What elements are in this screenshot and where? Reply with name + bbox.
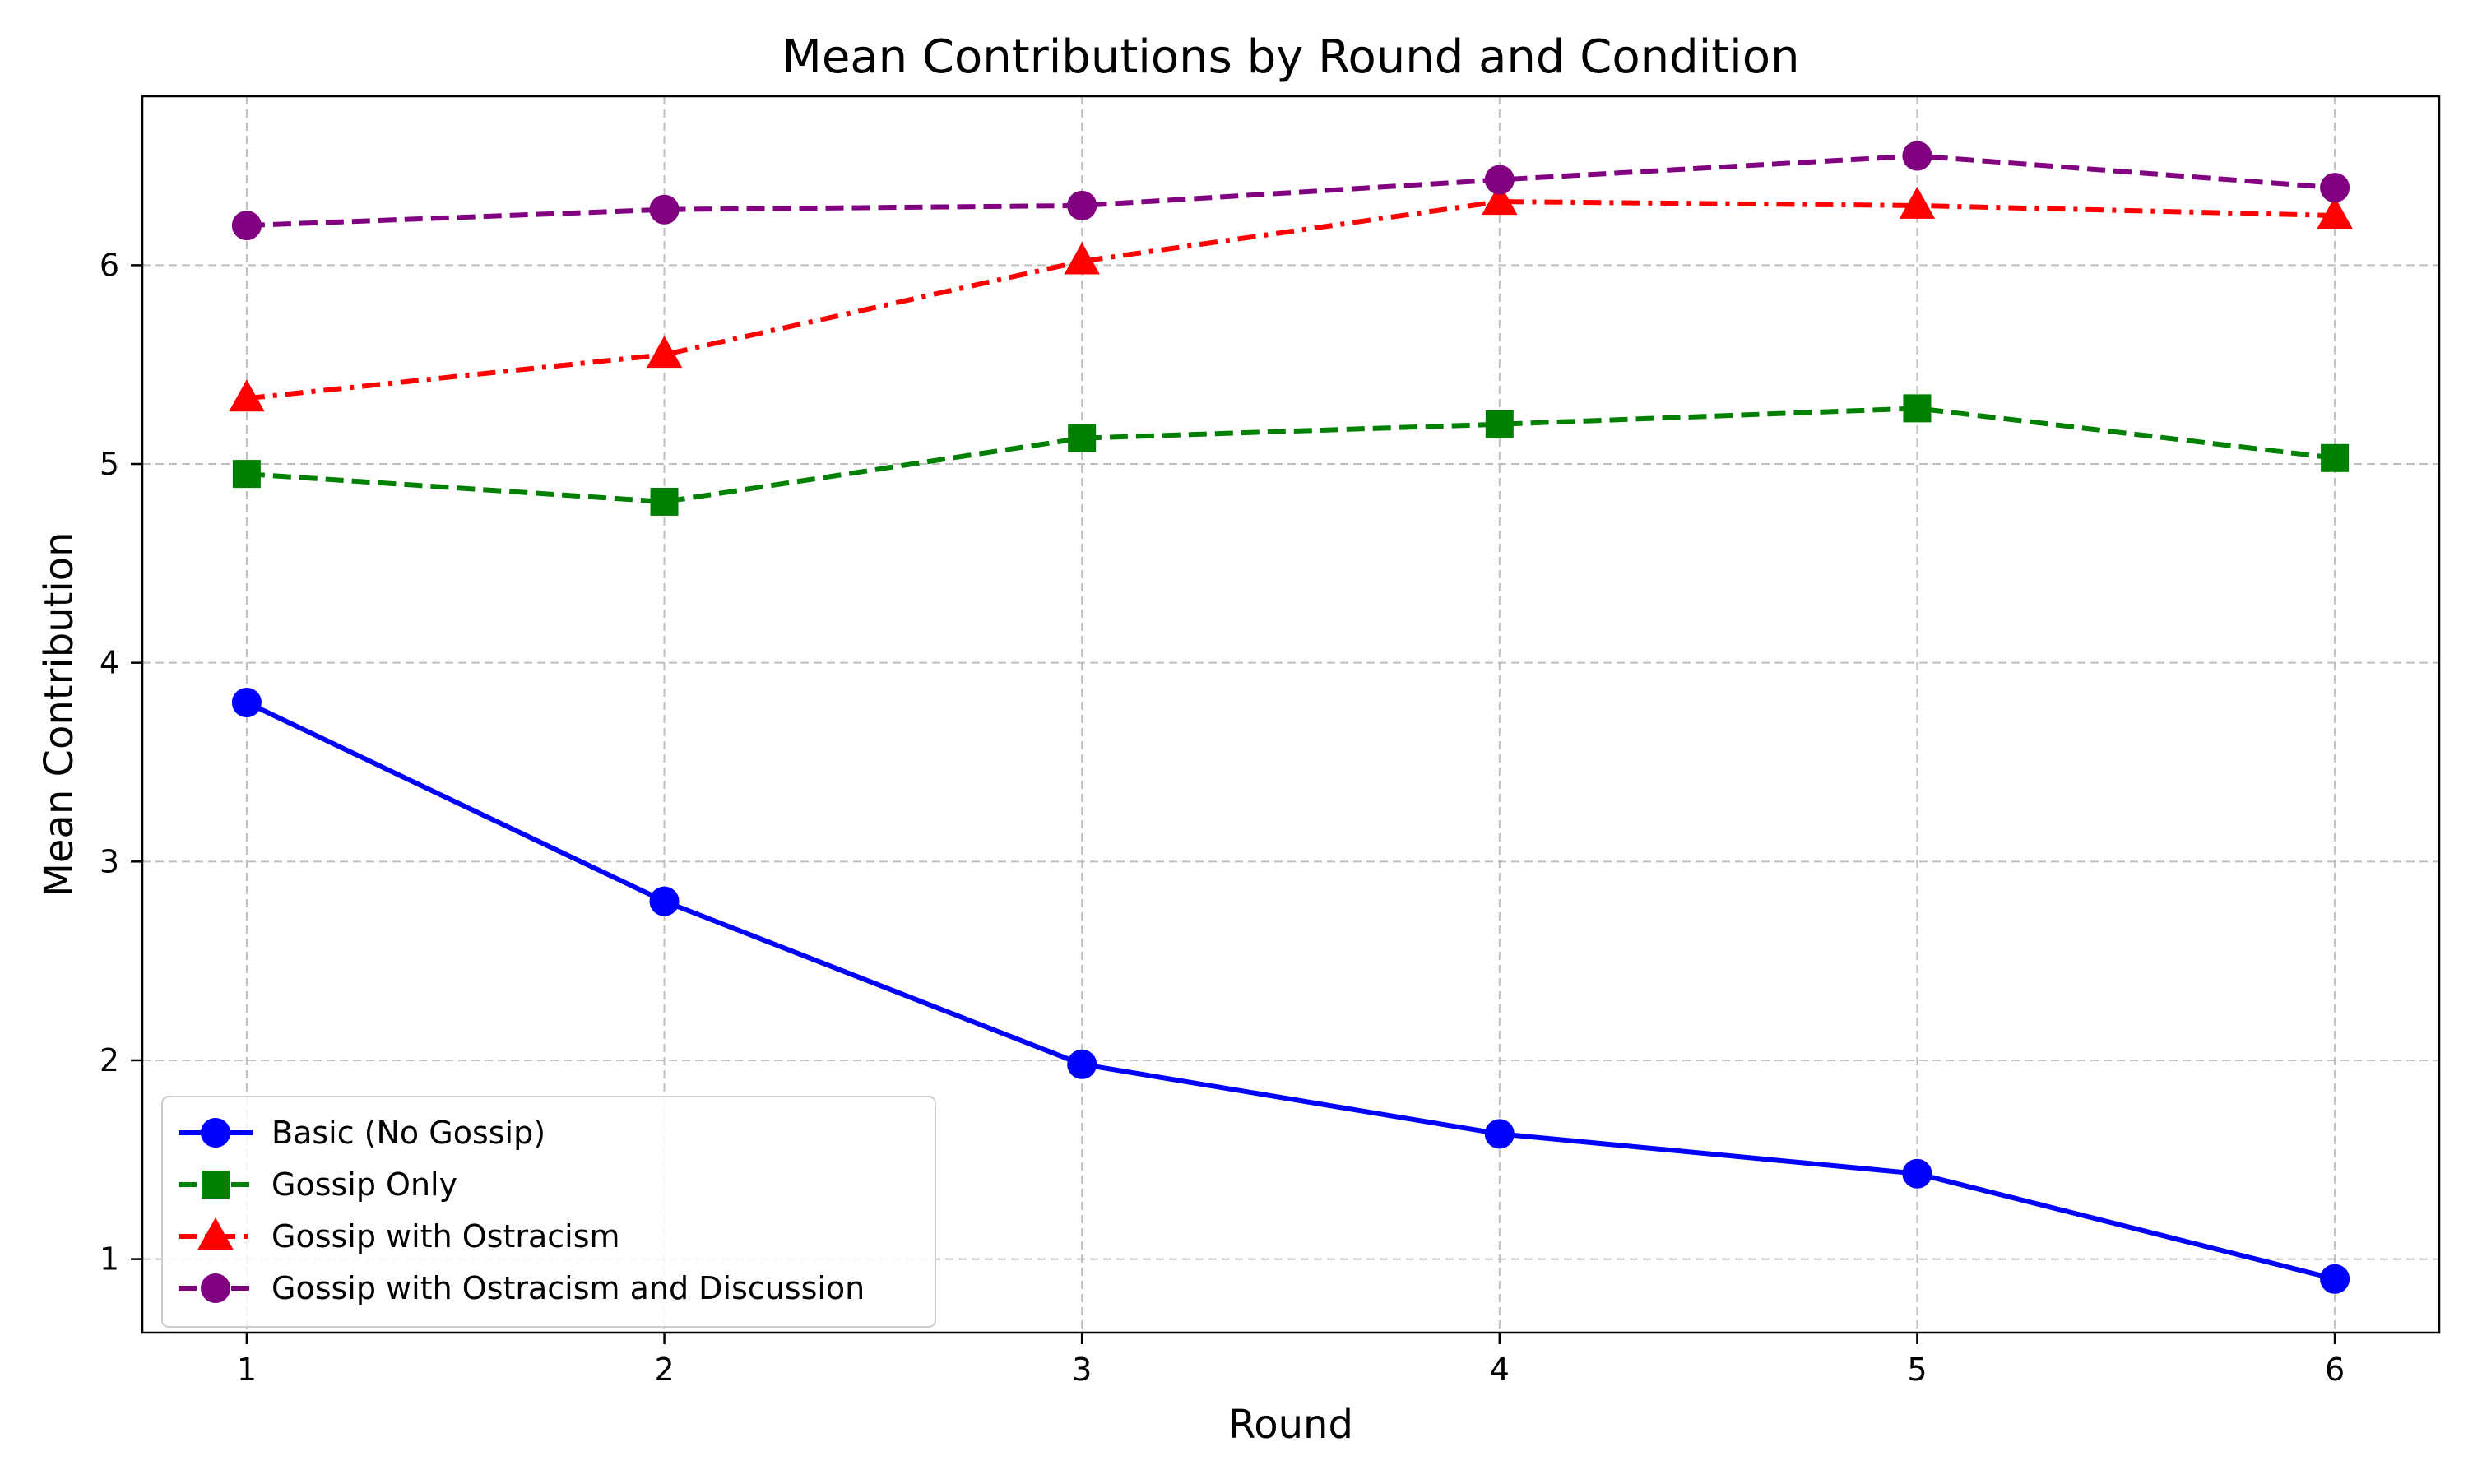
data-point [231,211,262,241]
plot-frame [141,95,2441,1334]
legend-item: Gossip with Ostracism [179,1217,620,1254]
legend-label: Basic (No Gossip) [271,1115,545,1151]
data-point [649,194,680,225]
series-line [246,199,2336,401]
legend-marker [197,1217,234,1250]
data-point [1485,410,1514,438]
legend-item: Basic (No Gossip) [179,1115,545,1151]
x-axis-label: Round [1228,1402,1353,1448]
data-point [1902,141,1932,171]
series-line [246,153,2336,229]
legend-label: Gossip with Ostracism [271,1218,620,1254]
data-point [1067,1049,1097,1079]
legend-box [161,1096,936,1328]
legend-marker [201,1273,230,1303]
data-point [1903,394,1932,423]
series-group [231,141,2350,241]
series-line [245,700,2336,1282]
legend-marker [201,1118,230,1148]
y-tick-label: 3 [100,843,119,879]
series-group [229,183,2353,412]
data-point [1484,1119,1515,1149]
data-point [2320,1264,2350,1294]
data-point [646,336,683,369]
data-point [1484,165,1515,195]
data-point [1068,424,1097,452]
series-group [231,688,2350,1294]
x-tick-label: 1 [237,1352,257,1388]
ticks: 1 2 3 4 5 6 1 2 3 4 5 6 [100,247,2345,1388]
series-layer [229,141,2353,1294]
series-line [246,406,2336,504]
data-point [1064,242,1100,275]
series-group [232,394,2350,516]
data-point [232,460,261,489]
data-point [1899,186,1936,219]
data-point [650,487,679,516]
y-tick-label: 4 [100,645,119,681]
data-point [1482,183,1518,216]
data-point [1902,1158,1932,1189]
legend-label: Gossip with Ostracism and Discussion [271,1270,865,1306]
data-point [2317,196,2353,229]
data-point [2320,173,2350,203]
chart-title: Mean Contributions by Round and Conditio… [782,30,1800,84]
y-tick-label: 6 [100,247,119,283]
legend-item: Gossip with Ostracism and Discussion [179,1270,865,1306]
legend-item: Gossip Only [179,1166,457,1203]
legend-marker [202,1171,230,1199]
y-tick-label: 1 [100,1241,119,1278]
y-tick-label: 2 [100,1042,119,1078]
data-point [231,688,262,718]
y-axis-label: Mean Contribution [36,531,82,897]
x-tick-label: 2 [654,1352,674,1388]
y-tick-label: 5 [100,446,119,482]
x-tick-label: 5 [1907,1352,1927,1388]
legend: Basic (No Gossip) Gossip Only Gossip with … [161,1096,936,1328]
data-point [1067,190,1097,220]
x-tick-label: 6 [2325,1352,2345,1388]
legend-label: Gossip Only [271,1166,457,1203]
data-point [649,886,680,916]
data-point [229,379,265,412]
data-point [2321,443,2350,472]
x-tick-label: 3 [1072,1352,1092,1388]
x-tick-label: 4 [1490,1352,1510,1388]
